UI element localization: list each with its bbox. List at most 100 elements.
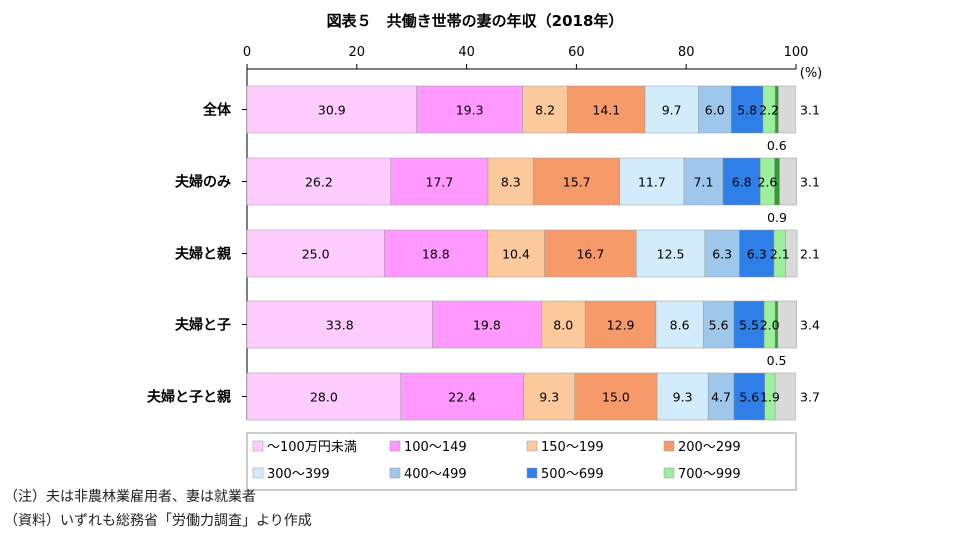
footnote-source: （資料）いずれも総務省「労働力調査」より作成 — [4, 513, 312, 529]
bar-segment — [584, 300, 657, 349]
data-label: 12.5 — [657, 247, 685, 262]
bar-segment — [246, 372, 401, 421]
data-label: 5.6 — [739, 390, 759, 405]
x-tick-label: 60 — [568, 45, 585, 60]
bar-segment — [779, 157, 797, 206]
data-label: 15.7 — [563, 175, 591, 190]
data-label: 28.0 — [310, 390, 338, 405]
data-label: 4.7 — [711, 390, 731, 405]
legend-label: 200～299 — [678, 440, 741, 455]
legend-swatch — [389, 467, 401, 479]
data-label: 17.7 — [426, 175, 454, 190]
category-label: 夫婦と親 — [175, 246, 231, 263]
bar-segment — [574, 372, 658, 421]
category-label: 夫婦と子 — [175, 317, 231, 334]
legend-swatch — [252, 467, 264, 479]
bar-segment — [730, 85, 764, 134]
data-label: 14.1 — [592, 103, 620, 118]
data-label: 10.4 — [502, 247, 530, 262]
legend-swatch — [663, 440, 675, 452]
bar-segment — [567, 85, 646, 134]
data-label: 8.2 — [535, 103, 555, 118]
data-label: 6.0 — [705, 103, 725, 118]
bar-segment — [246, 229, 385, 278]
bar-segment — [635, 229, 706, 278]
data-label: 25.0 — [302, 247, 330, 262]
bar-segment — [655, 300, 704, 349]
bar-segment — [785, 229, 798, 278]
footnote-note: （注）夫は非農林業雇用者、妻は就業者 — [4, 489, 256, 505]
legend-label: 700～999 — [678, 467, 741, 482]
bar-segment — [619, 157, 685, 206]
data-label: 6.3 — [747, 247, 767, 262]
legend-swatch — [389, 440, 401, 452]
legend-label: 100～149 — [404, 440, 467, 455]
data-label: 30.9 — [318, 103, 346, 118]
legend-swatch — [526, 467, 538, 479]
legend-swatch — [252, 440, 264, 452]
data-label: 5.8 — [737, 103, 757, 118]
data-label: 2.6 — [758, 175, 778, 190]
data-labels-group: 全体 30.9 19.3 8.2 14.1 9.7 6.0 5.8 2.2 0.6 3.1 夫婦のみ 2… — [147, 102, 820, 406]
bar-segment — [777, 300, 797, 349]
bar-segment — [522, 85, 568, 134]
x-tick-label: 100 — [784, 45, 809, 60]
bar-segment — [778, 85, 796, 134]
data-label: 5.5 — [739, 318, 759, 333]
data-label: 8.0 — [553, 318, 573, 333]
data-label: 19.8 — [473, 318, 501, 333]
bar-segment — [698, 85, 732, 134]
bar-segment — [544, 229, 637, 278]
data-label: 33.8 — [326, 318, 354, 333]
x-tick-label: 80 — [678, 45, 695, 60]
bar-segment — [487, 229, 545, 278]
data-label: 19.3 — [456, 103, 484, 118]
data-label: 18.8 — [422, 247, 450, 262]
bar-segment — [733, 300, 765, 349]
data-label: 9.3 — [673, 390, 693, 405]
bar-segment — [722, 157, 761, 206]
bar-segment — [644, 85, 699, 134]
data-label: 9.3 — [539, 390, 559, 405]
bars-group — [246, 85, 798, 421]
data-label: 3.7 — [800, 390, 820, 405]
bar-segment — [704, 229, 740, 278]
legend-label: 400～499 — [404, 467, 467, 482]
bar-segment — [739, 229, 775, 278]
data-label: 2.1 — [770, 247, 790, 262]
bar-segment — [683, 157, 724, 206]
category-label: 夫婦のみ — [175, 174, 231, 191]
legend-swatch — [663, 467, 675, 479]
bar-segment — [541, 300, 586, 349]
data-label: 8.6 — [670, 318, 690, 333]
category-label: 夫婦と子と親 — [147, 389, 231, 406]
legend-label: ～100万円未満 — [267, 440, 357, 455]
chart-title: 図表５ 共働き世帯の妻の年収（2018年） — [327, 12, 624, 30]
bar-segment — [384, 229, 488, 278]
data-label: 3.1 — [800, 103, 820, 118]
data-label: 3.1 — [800, 175, 820, 190]
data-label: 2.1 — [800, 247, 820, 262]
x-tick-label: 40 — [458, 45, 475, 60]
legend-box — [246, 432, 797, 491]
x-tick-label: 0 — [243, 45, 251, 60]
data-label: 6.8 — [732, 175, 752, 190]
data-label: 0.6 — [767, 138, 787, 153]
data-label: 5.6 — [709, 318, 729, 333]
bar-segment — [246, 157, 392, 206]
legend-label: 500～699 — [541, 467, 604, 482]
bar-segment — [533, 157, 621, 206]
data-label: 26.2 — [305, 175, 333, 190]
bar-segment — [487, 157, 534, 206]
legend: ～100万円未満 100～149 150～199 200～299 300～399 400～… — [246, 432, 797, 491]
data-label: 0.5 — [767, 353, 787, 368]
data-label: 9.7 — [662, 103, 682, 118]
data-label: 0.9 — [767, 210, 787, 225]
data-label: 15.0 — [602, 390, 630, 405]
x-tick-label: 20 — [349, 45, 366, 60]
bar-segment — [702, 300, 735, 349]
unit-label: (%) — [800, 66, 823, 81]
bar-segment — [523, 372, 576, 421]
data-label: 6.3 — [712, 247, 732, 262]
bar-segment — [774, 372, 796, 421]
